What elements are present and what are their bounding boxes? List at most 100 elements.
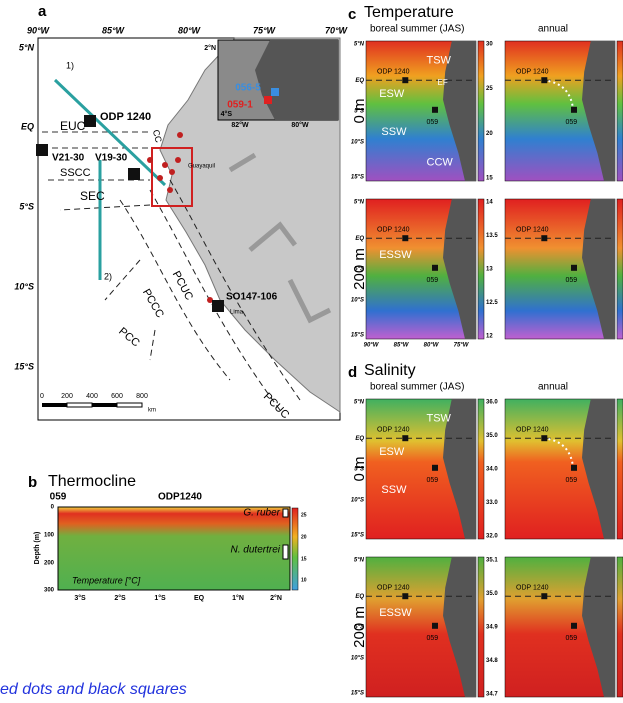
- lat-label: 5°S: [354, 267, 364, 273]
- site-squares: [36, 115, 224, 312]
- inset-lat: 4°S: [221, 110, 233, 118]
- y-tick: 200: [44, 561, 55, 567]
- current-label: CC: [151, 129, 164, 145]
- water-mass-label: ESW: [379, 446, 405, 458]
- lat-label: 10°S: [351, 655, 364, 661]
- lat-label: EQ: [355, 594, 364, 600]
- site-square: [571, 464, 577, 471]
- colorbar: [477, 556, 485, 698]
- site-square: [541, 77, 548, 84]
- land: [443, 199, 476, 339]
- depth-label: 200 m: [351, 606, 368, 648]
- depth-label: 0 m: [351, 456, 368, 481]
- site-square: [432, 264, 438, 271]
- site-square: [571, 264, 577, 271]
- current-arrows: [59, 179, 301, 411]
- site-label: 059: [427, 477, 439, 484]
- site-label: V19-30: [95, 153, 128, 164]
- study-box: [151, 147, 193, 207]
- land: [443, 557, 476, 697]
- colorbar-tick: 33.0: [486, 500, 498, 506]
- colorbar: [616, 198, 623, 340]
- lat-label: 5°S: [354, 467, 364, 473]
- colorbar-tick: 35.1: [486, 558, 498, 564]
- dutertrei-range: [282, 544, 289, 560]
- season-label: annual: [538, 24, 568, 35]
- x-tick: EQ: [194, 595, 205, 602]
- site-square: [402, 593, 409, 600]
- lon-label: 90°W: [27, 25, 51, 35]
- site-label: ODP 1240: [516, 69, 549, 76]
- colorbar-tick: 35.0: [486, 433, 498, 439]
- water-mass-label: SSW: [381, 126, 407, 138]
- season-label: boreal summer (JAS): [370, 24, 464, 35]
- inset-lat: 2°N: [204, 44, 216, 52]
- season-label: boreal summer (JAS): [370, 382, 464, 393]
- land: [582, 41, 615, 181]
- current-label: SEC: [80, 189, 105, 203]
- caption: ed dots and black squares: [0, 681, 187, 698]
- site-label: ODP 1240: [377, 427, 410, 434]
- lat-label: 10°S: [351, 139, 364, 145]
- colorbar-tick: 30: [486, 42, 493, 48]
- panel-label: c: [348, 6, 356, 23]
- scale-unit: km: [148, 408, 156, 414]
- site-label: ODP 1240: [516, 427, 549, 434]
- land: [582, 557, 615, 697]
- site-label: 059: [427, 635, 439, 642]
- panel-title: Temperature: [364, 4, 454, 21]
- colorbar: [291, 507, 299, 591]
- transect-label: 2): [104, 271, 112, 281]
- colorbar-tick: 36.0: [486, 400, 498, 406]
- lat-label: 5°N: [354, 199, 365, 205]
- lat-label: EQ: [355, 236, 364, 242]
- colorbar-tick: 34.8: [486, 658, 498, 664]
- site-label: 059: [566, 477, 578, 484]
- colorbar-tick: 25: [486, 86, 493, 92]
- lat-label: 5°N: [354, 399, 365, 405]
- water-mass-label: TSW: [427, 413, 452, 425]
- inset-land: [255, 40, 338, 120]
- colorbar: [616, 556, 623, 698]
- ruber-range: [282, 508, 289, 518]
- site-square: [541, 235, 548, 242]
- core-056: [271, 88, 279, 96]
- lon-label: 85°W: [102, 25, 126, 35]
- water-mass-label: SSW: [381, 484, 407, 496]
- site-label: 059: [566, 119, 578, 126]
- water-mass-label: ESW: [379, 88, 405, 100]
- water-mass-label: ESSW: [379, 249, 412, 261]
- site-square: [541, 593, 548, 600]
- site-label: V21-30: [52, 153, 85, 164]
- colorbar-tick: 32.0: [486, 534, 498, 540]
- colorbar-tick: 34.0: [486, 467, 498, 473]
- panel-title: Salinity: [364, 362, 416, 379]
- lat-label: 5°S: [354, 109, 364, 115]
- panel-label: b: [28, 474, 37, 491]
- scale-tick: 400: [86, 393, 98, 400]
- colorbar-tick: 15: [301, 556, 307, 562]
- lat-label: 15°S: [351, 532, 364, 538]
- inset-lon: 82°W: [231, 121, 249, 129]
- site-label: 059: [566, 635, 578, 642]
- lon-label: 80°W: [178, 25, 202, 35]
- core-dots: [147, 132, 213, 303]
- lon-label: 90°W: [364, 343, 380, 349]
- depth-label: 0 m: [351, 98, 368, 123]
- y-tick: 100: [44, 533, 55, 539]
- colorbar: [477, 198, 485, 340]
- colorbar-tick: 34.9: [486, 625, 498, 631]
- site-label: ODP 1240: [100, 111, 151, 123]
- core-059: [264, 96, 272, 104]
- site-label: 059: [427, 277, 439, 284]
- top-label: ODP1240: [158, 492, 202, 503]
- colorbar: [477, 398, 485, 540]
- transects: [53, 78, 167, 280]
- x-tick: 2°S: [114, 594, 126, 602]
- site-square: [432, 106, 438, 113]
- legend-label: Temperature [°C]: [72, 575, 141, 585]
- site-square: [432, 464, 438, 471]
- scale-tick: 200: [61, 393, 73, 400]
- colorbar-tick: 10: [301, 577, 307, 583]
